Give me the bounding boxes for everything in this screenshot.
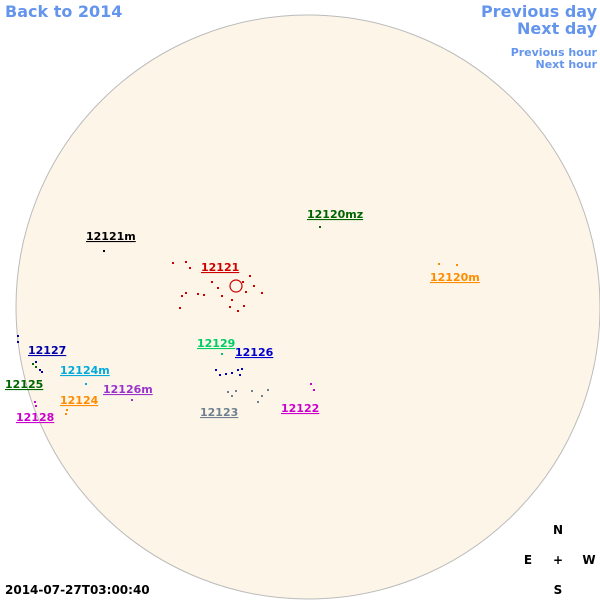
sunspot xyxy=(257,401,259,403)
sunspot xyxy=(34,401,36,403)
sunspot xyxy=(185,292,187,294)
sunspot xyxy=(231,299,233,301)
sunspot xyxy=(217,287,219,289)
region-label[interactable]: 12123 xyxy=(200,406,238,419)
compass-south: S xyxy=(554,583,563,597)
sunspot xyxy=(181,295,183,297)
region-label[interactable]: 12127 xyxy=(28,344,66,357)
region-label[interactable]: 12120m xyxy=(430,271,480,284)
compass-west: W xyxy=(582,553,595,567)
sunspot xyxy=(253,285,255,287)
region-label[interactable]: 12121 xyxy=(201,261,239,274)
sunspot xyxy=(41,371,43,373)
timestamp: 2014-07-27T03:00:40 xyxy=(5,583,150,597)
sunspot xyxy=(211,281,213,283)
region-label[interactable]: 12129 xyxy=(197,337,235,350)
previous-day-link[interactable]: Previous day xyxy=(481,2,598,21)
sunspot xyxy=(261,292,263,294)
sunspot xyxy=(221,353,223,355)
sunspot xyxy=(185,261,187,263)
sunspot xyxy=(243,305,245,307)
next-hour-link[interactable]: Next hour xyxy=(536,58,598,71)
solar-disk xyxy=(15,14,600,600)
region-label[interactable]: 12126 xyxy=(235,346,274,359)
sunspot xyxy=(235,390,237,392)
sunspot xyxy=(219,374,221,376)
sunspot xyxy=(131,399,133,401)
sunspot xyxy=(103,250,105,252)
sunspot xyxy=(65,413,67,415)
sunspot xyxy=(241,368,243,370)
sunspot xyxy=(231,395,233,397)
region-label[interactable]: 12120mz xyxy=(307,208,363,221)
sunspot xyxy=(231,372,233,374)
sunspot xyxy=(225,373,227,375)
sunspot xyxy=(172,262,174,264)
sunspot xyxy=(245,291,247,293)
compass-north: N xyxy=(553,523,563,537)
region-label[interactable]: 12124m xyxy=(60,364,110,377)
sunspot xyxy=(17,341,19,343)
sunspot xyxy=(215,369,217,371)
sunspot xyxy=(310,383,312,385)
sunspot xyxy=(189,267,191,269)
sunspot xyxy=(242,281,244,283)
back-link[interactable]: Back to 2014 xyxy=(5,2,122,21)
region-label[interactable]: 12128 xyxy=(16,411,54,424)
sunspot xyxy=(237,310,239,312)
sunspot xyxy=(39,369,41,371)
compass-center: + xyxy=(553,553,563,567)
sunspot xyxy=(66,409,68,411)
sunspot xyxy=(17,335,19,337)
sunspot xyxy=(35,405,37,407)
sunspot xyxy=(197,293,199,295)
compass-east: E xyxy=(524,553,532,567)
region-label[interactable]: 12121m xyxy=(86,230,136,243)
region-label[interactable]: 12124 xyxy=(60,394,99,407)
sunspot xyxy=(456,264,458,266)
previous-hour-link[interactable]: Previous hour xyxy=(511,46,598,59)
next-day-link[interactable]: Next day xyxy=(517,19,598,38)
sunspot xyxy=(239,374,241,376)
sunspot xyxy=(261,395,263,397)
sunspot xyxy=(32,363,34,365)
sunspot xyxy=(249,275,251,277)
sunspot xyxy=(229,306,231,308)
sunspot xyxy=(179,307,181,309)
sunspot xyxy=(227,391,229,393)
sunspot xyxy=(35,366,37,368)
sunspot xyxy=(203,294,205,296)
region-label[interactable]: 12122 xyxy=(281,402,319,415)
sunspot xyxy=(251,390,253,392)
sunspot xyxy=(229,279,243,293)
sunspot xyxy=(221,295,223,297)
sunspot xyxy=(35,361,37,363)
sunspot xyxy=(267,389,269,391)
region-label[interactable]: 12126m xyxy=(103,383,153,396)
region-label[interactable]: 12125 xyxy=(5,378,43,391)
sunspot xyxy=(319,226,321,228)
sunspot xyxy=(438,263,440,265)
sunspot xyxy=(85,383,87,385)
sunspot xyxy=(237,369,239,371)
sunspot xyxy=(313,389,315,391)
